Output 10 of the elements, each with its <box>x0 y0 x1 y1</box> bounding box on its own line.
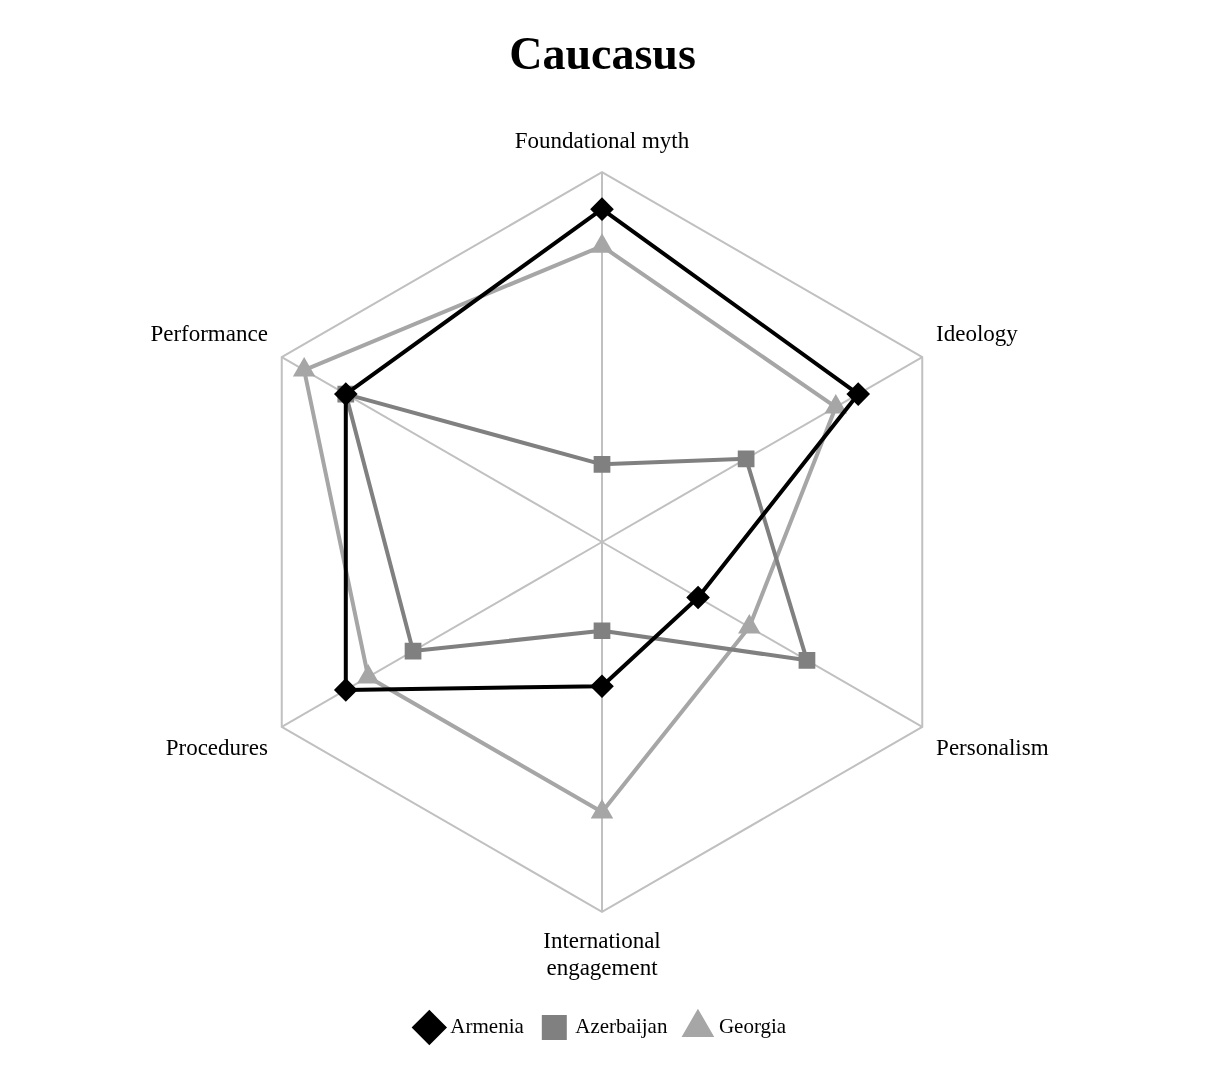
chart-title: Caucasus <box>509 28 696 80</box>
spoke-label: International engagement <box>543 927 661 981</box>
legend-label: Azerbaijan <box>575 1014 668 1039</box>
spoke-label: Ideology <box>936 321 1019 347</box>
spoke-label: Performance <box>150 321 268 347</box>
spoke-label: Foundational myth <box>514 128 690 154</box>
legend-label: Armenia <box>450 1014 525 1039</box>
spoke-label: Personalism <box>936 734 1049 760</box>
legend-label: Georgia <box>718 1014 787 1039</box>
spoke-label: Procedures <box>165 734 268 760</box>
